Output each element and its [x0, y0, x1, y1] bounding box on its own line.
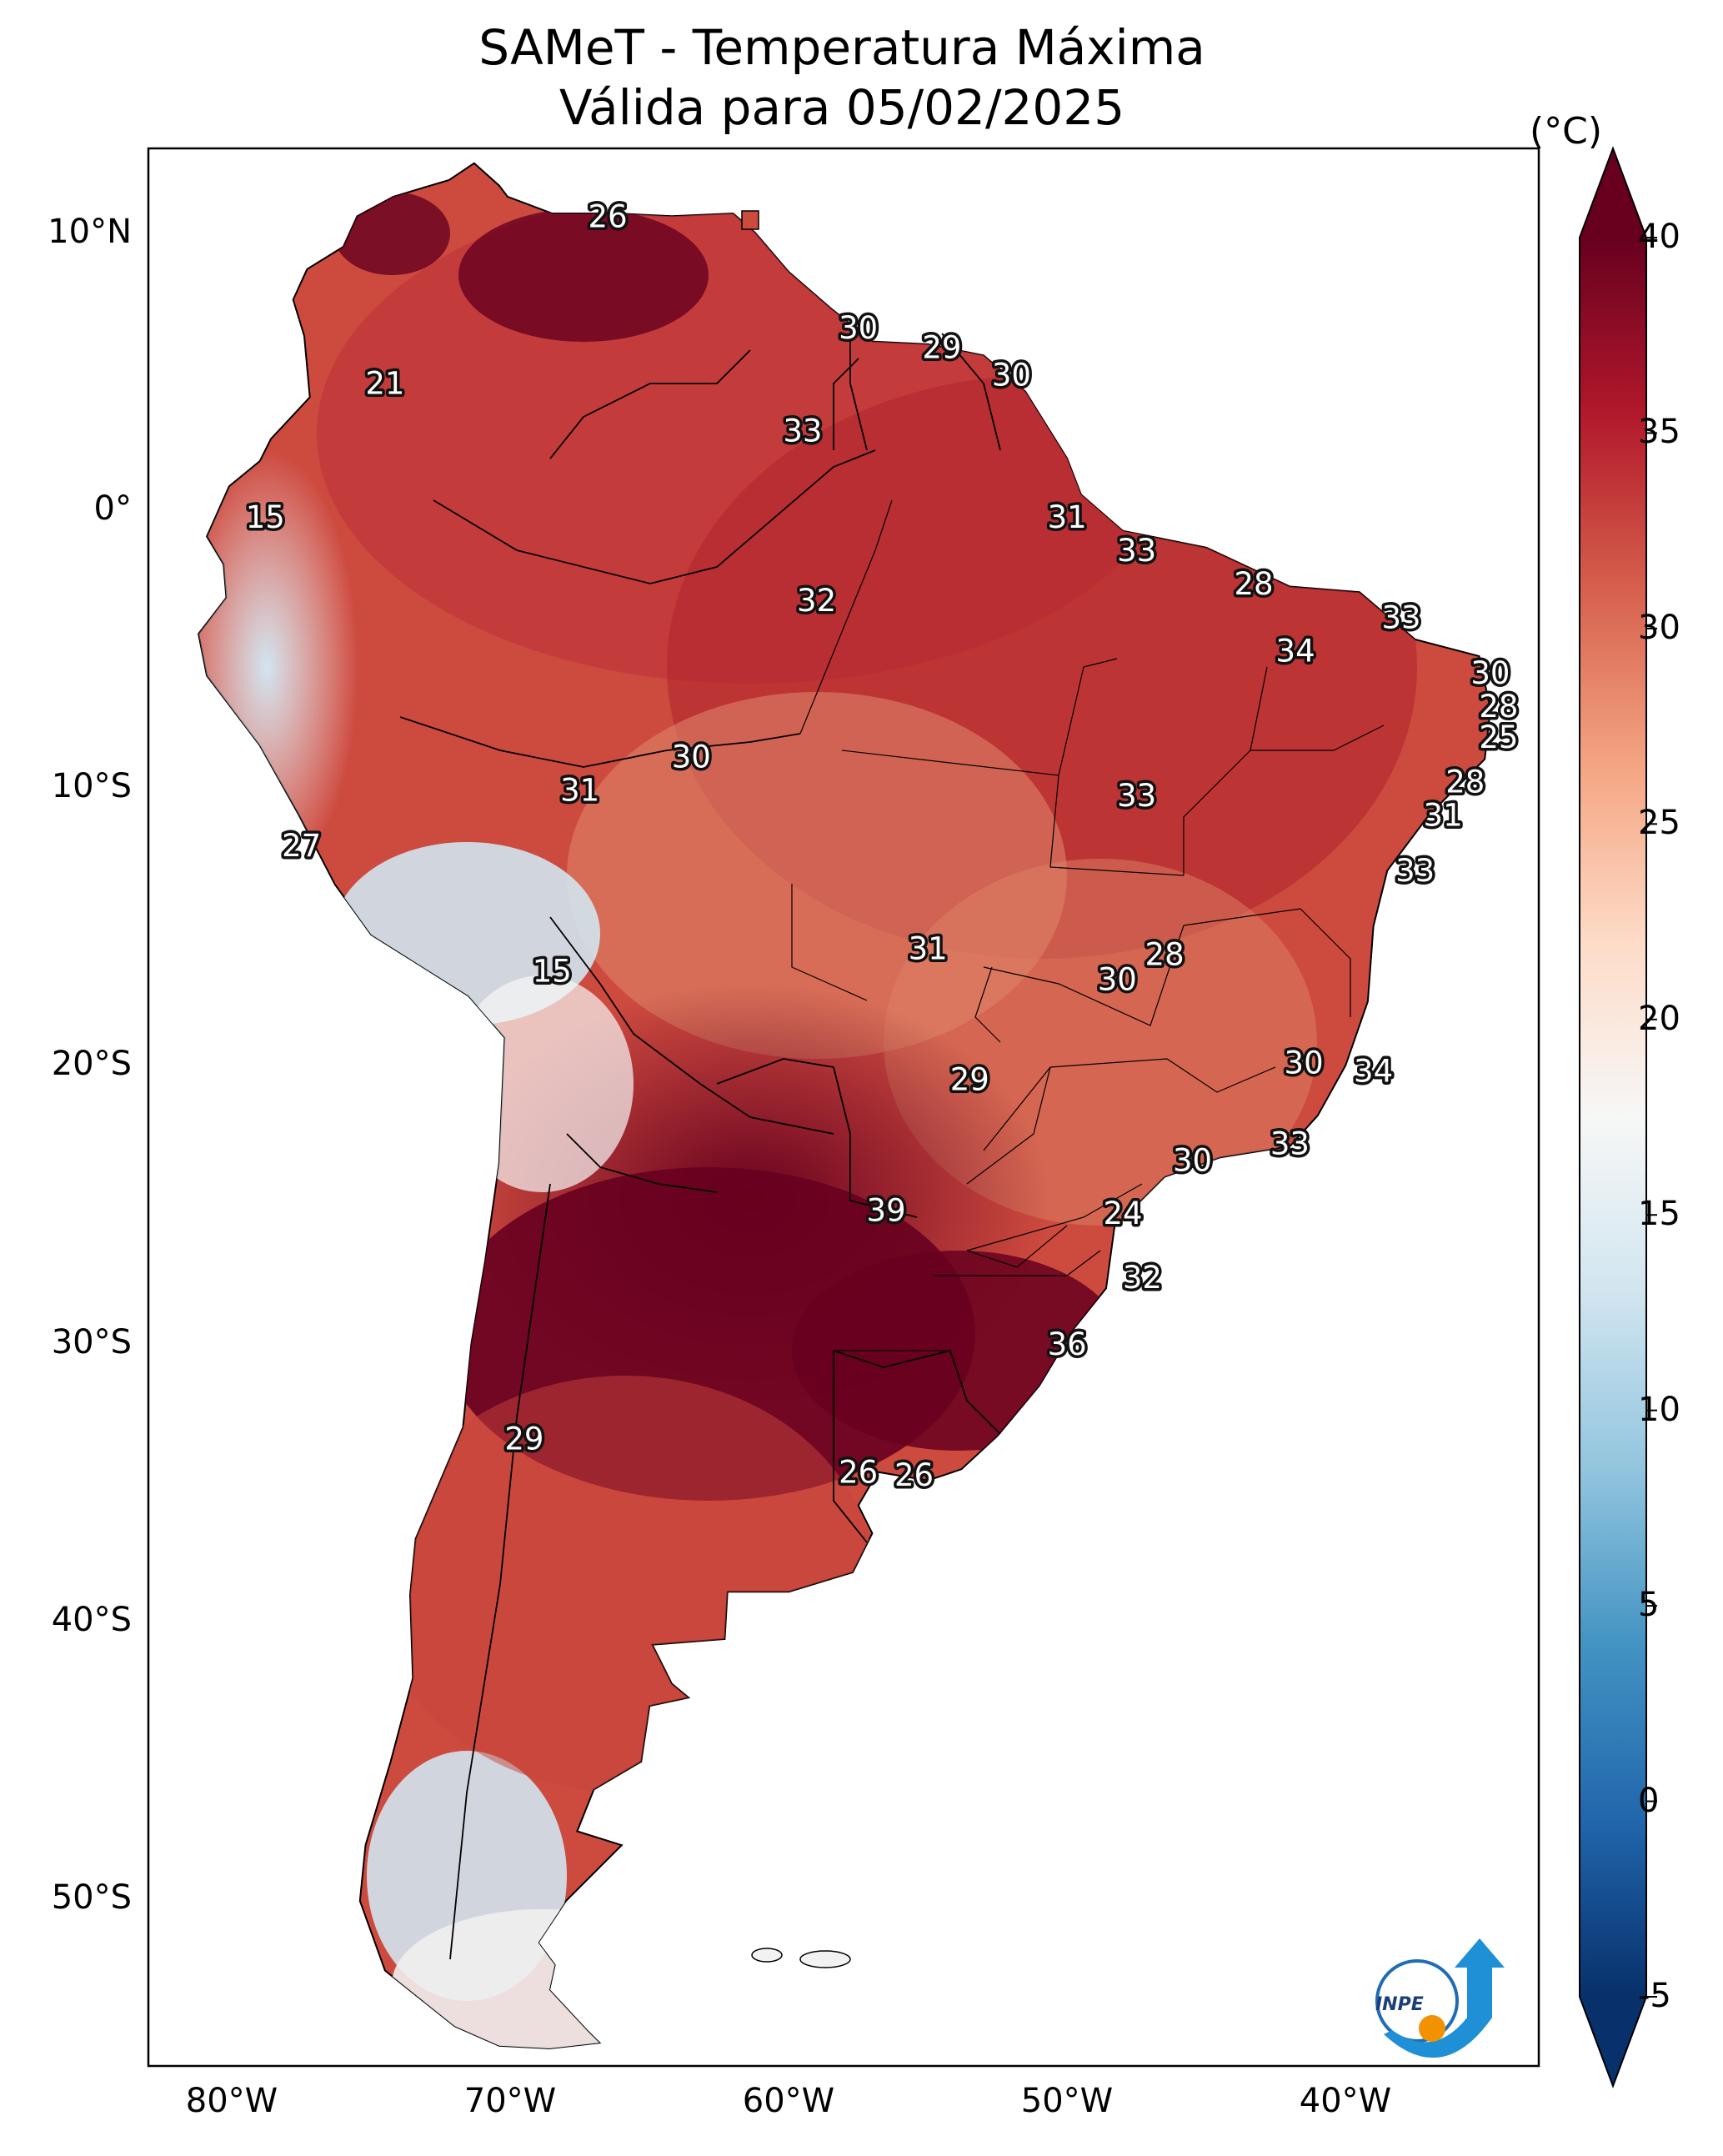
temperature-label: 31: [560, 772, 599, 808]
colorbar-tick-label: -5: [1638, 1977, 1671, 2015]
temperature-label: 26: [894, 1457, 934, 1493]
temperature-label: 30: [839, 310, 878, 346]
inpe-logo-text: INPE: [1375, 1994, 1424, 2015]
temperature-label: 39: [867, 1193, 906, 1229]
colorbar-tick-label: 5: [1638, 1586, 1660, 1625]
colorbar-tick-label: 25: [1638, 804, 1680, 843]
colorbar-tick-label: 30: [1638, 608, 1680, 647]
temperature-label: 32: [797, 583, 836, 619]
colorbar-tick-label: 35: [1638, 413, 1680, 452]
y-tick-0: 0°: [93, 489, 132, 528]
temperature-label: 29: [950, 1062, 989, 1098]
temperature-label: 28: [1445, 764, 1485, 800]
temperature-label: 24: [1103, 1196, 1142, 1231]
temperature-label: 29: [922, 329, 961, 365]
map-title: SAMeT - Temperatura Máxima: [478, 19, 1205, 76]
colorbar-bar: [1580, 238, 1646, 1997]
temperature-label: 31: [909, 931, 948, 967]
temperature-label: 30: [672, 739, 711, 775]
temperature-label: 25: [1479, 720, 1518, 755]
temperature-label: 21: [365, 366, 404, 402]
temperature-label: 30: [992, 358, 1031, 394]
colorbar: [1579, 146, 1657, 2088]
colorbar-max-extend: [1580, 148, 1646, 238]
colorbar-tick-label: 15: [1638, 1195, 1680, 1234]
temperature-label: 32: [1123, 1260, 1162, 1296]
x-tick-50w: 50°W: [1020, 2082, 1114, 2120]
temperature-label: 33: [783, 414, 822, 449]
temperature-label: 34: [1354, 1054, 1393, 1090]
y-tick-10s: 10°S: [51, 767, 132, 805]
temperature-label: 33: [1381, 599, 1420, 635]
temperature-label: 31: [1048, 499, 1087, 535]
temperature-label: 31: [1424, 797, 1463, 833]
temperature-label: 33: [1395, 853, 1435, 889]
colorbar-tick-label: 0: [1638, 1781, 1660, 1820]
temperature-label: 30: [1173, 1143, 1212, 1179]
temperature-label: 36: [1048, 1326, 1087, 1362]
temperature-label: 28: [1234, 566, 1273, 602]
state-borders: [791, 499, 1385, 1351]
colorbar-tick-label: 10: [1638, 1390, 1680, 1429]
x-tick-40w: 40°W: [1299, 2082, 1392, 2120]
y-tick-20s: 20°S: [51, 1045, 132, 1083]
temperature-label: 28: [1479, 689, 1518, 725]
islands: [741, 210, 851, 1968]
x-tick-80w: 80°W: [185, 2082, 278, 2120]
temperature-label: 26: [839, 1455, 878, 1491]
colorbar-unit: (°C): [1530, 110, 1603, 153]
temperature-label: 30: [1285, 1045, 1324, 1081]
temperature-label: 33: [1117, 778, 1156, 814]
y-tick-50s: 50°S: [51, 1878, 132, 1917]
temperature-label: 27: [282, 828, 321, 864]
map-subtitle: Válida para 05/02/2025: [558, 79, 1125, 136]
colorbar-tick-label: 20: [1638, 999, 1680, 1038]
temperature-label: 15: [533, 953, 572, 989]
y-tick-40s: 40°S: [51, 1601, 132, 1639]
colorbar-min-extend: [1580, 1997, 1646, 2086]
temperature-label: 33: [1270, 1126, 1310, 1162]
temperature-label: 33: [1117, 533, 1156, 569]
country-borders: [399, 333, 1001, 1960]
temperature-label: 34: [1276, 633, 1315, 669]
temperature-label: 26: [589, 198, 628, 234]
colorbar-tick-label: 40: [1638, 218, 1680, 256]
temperature-label: 28: [1145, 936, 1185, 972]
y-tick-30s: 30°S: [51, 1323, 132, 1361]
inpe-logo: [1375, 1938, 1505, 2058]
x-tick-70w: 70°W: [463, 2082, 557, 2120]
temperature-label: 30: [1470, 655, 1510, 691]
x-tick-60w: 60°W: [742, 2082, 835, 2120]
y-tick-10n: 10°N: [48, 213, 132, 251]
temperature-label: 29: [504, 1421, 543, 1457]
temperature-label: 15: [246, 499, 285, 535]
temperature-label: 30: [1098, 962, 1137, 998]
